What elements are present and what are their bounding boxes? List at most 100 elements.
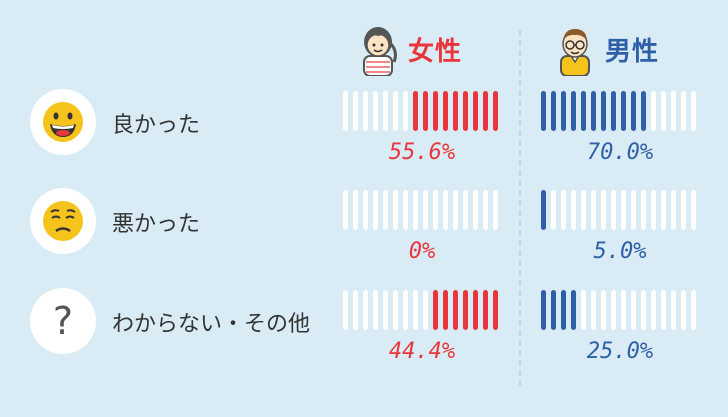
bar-segment-empty xyxy=(453,190,458,230)
row-unknown: ? わからない・その他 44.4% 25.0% xyxy=(0,288,728,388)
bar-segment-empty xyxy=(551,190,556,230)
bar-segment-filled xyxy=(541,290,546,330)
bar-segment-empty xyxy=(581,190,586,230)
bar-segment-filled xyxy=(493,91,498,131)
bar-segment-empty xyxy=(393,190,398,230)
bar-segment-filled xyxy=(443,91,448,131)
bar-segment-empty xyxy=(373,190,378,230)
female-percent-label: 44.4% xyxy=(388,339,456,364)
question-mark-icon: ? xyxy=(52,299,74,343)
bar-segment-empty xyxy=(343,190,348,230)
bar-segment-empty xyxy=(403,290,408,330)
bar-segment-filled xyxy=(551,91,556,131)
bar-segment-empty xyxy=(413,290,418,330)
bar-segment-empty xyxy=(641,190,646,230)
bar-segment-empty xyxy=(403,190,408,230)
emoji-circle: ? xyxy=(30,288,96,354)
bar-segment-empty xyxy=(661,290,666,330)
bar-segment-empty xyxy=(691,91,696,131)
bar-segment-empty xyxy=(651,91,656,131)
bar-segment-filled xyxy=(611,91,616,131)
male-percent-label: 70.0% xyxy=(586,140,654,165)
bar-segment-empty xyxy=(601,190,606,230)
bar-segment-empty xyxy=(423,190,428,230)
bar-segment-empty xyxy=(671,91,676,131)
bar-segment-empty xyxy=(671,290,676,330)
bar-segment-empty xyxy=(373,91,378,131)
bar-segment-empty xyxy=(651,190,656,230)
bar-segment-filled xyxy=(541,91,546,131)
row-good: 良かった 55.6% 70.0% xyxy=(0,89,728,189)
male-percent-label: 5.0% xyxy=(593,239,647,264)
bar-segment-empty xyxy=(343,290,348,330)
bar-segment-filled xyxy=(571,290,576,330)
bar-segment-empty xyxy=(601,290,606,330)
girl-icon xyxy=(363,27,397,76)
bar-segment-empty xyxy=(681,91,686,131)
bar-segment-empty xyxy=(353,190,358,230)
bar-segment-filled xyxy=(541,190,546,230)
bar-segment-empty xyxy=(631,190,636,230)
bar-segment-filled xyxy=(473,91,478,131)
bar-segment-empty xyxy=(591,290,596,330)
bar-segment-empty xyxy=(343,91,348,131)
male-header: 男性 xyxy=(553,22,659,76)
bar-segment-empty xyxy=(383,91,388,131)
bar-segment-filled xyxy=(551,290,556,330)
male-header-label: 男性 xyxy=(605,36,660,67)
bar-segment-empty xyxy=(621,290,626,330)
bar-segment-empty xyxy=(661,91,666,131)
bar-segment-empty xyxy=(493,190,498,230)
bar-segment-empty xyxy=(611,290,616,330)
bar-segment-filled xyxy=(433,91,438,131)
bar-segment-empty xyxy=(363,91,368,131)
bar-segment-empty xyxy=(691,190,696,230)
bar-segment-empty xyxy=(383,190,388,230)
female-bar xyxy=(343,190,498,230)
male-bar xyxy=(541,190,696,230)
female-bar xyxy=(343,91,498,131)
boy-icon xyxy=(560,29,590,76)
female-bar xyxy=(343,290,498,330)
bar-segment-filled xyxy=(483,290,488,330)
bar-segment-empty xyxy=(433,190,438,230)
bar-segment-filled xyxy=(433,290,438,330)
female-header-label: 女性 xyxy=(408,36,463,67)
bar-segment-empty xyxy=(681,190,686,230)
bar-segment-filled xyxy=(423,91,428,131)
worried-face-icon xyxy=(43,201,83,241)
row-label: わからない・その他 xyxy=(112,312,311,337)
bar-segment-empty xyxy=(353,290,358,330)
female-header: 女性 xyxy=(356,22,462,76)
bar-segment-empty xyxy=(363,290,368,330)
bar-segment-empty xyxy=(423,290,428,330)
bar-segment-empty xyxy=(393,290,398,330)
bar-segment-filled xyxy=(493,290,498,330)
row-label: 悪かった xyxy=(112,212,201,237)
male-bar xyxy=(541,91,696,131)
bar-segment-empty xyxy=(571,190,576,230)
bar-segment-empty xyxy=(443,190,448,230)
bar-segment-empty xyxy=(651,290,656,330)
row-label: 良かった xyxy=(112,113,201,138)
bar-segment-filled xyxy=(463,91,468,131)
bar-segment-empty xyxy=(413,190,418,230)
bar-segment-filled xyxy=(621,91,626,131)
bar-segment-filled xyxy=(631,91,636,131)
bar-segment-filled xyxy=(581,91,586,131)
bar-segment-filled xyxy=(453,91,458,131)
bar-segment-empty xyxy=(591,190,596,230)
bar-segment-empty xyxy=(631,290,636,330)
bar-segment-filled xyxy=(591,91,596,131)
bar-segment-empty xyxy=(373,290,378,330)
male-percent-label: 25.0% xyxy=(586,339,654,364)
bar-segment-empty xyxy=(473,190,478,230)
bar-segment-empty xyxy=(463,190,468,230)
bar-segment-empty xyxy=(581,290,586,330)
bar-segment-filled xyxy=(601,91,606,131)
bar-segment-filled xyxy=(641,91,646,131)
grinning-face-icon xyxy=(43,102,83,142)
bar-segment-filled xyxy=(413,91,418,131)
column-divider xyxy=(519,30,521,386)
bar-segment-empty xyxy=(393,91,398,131)
